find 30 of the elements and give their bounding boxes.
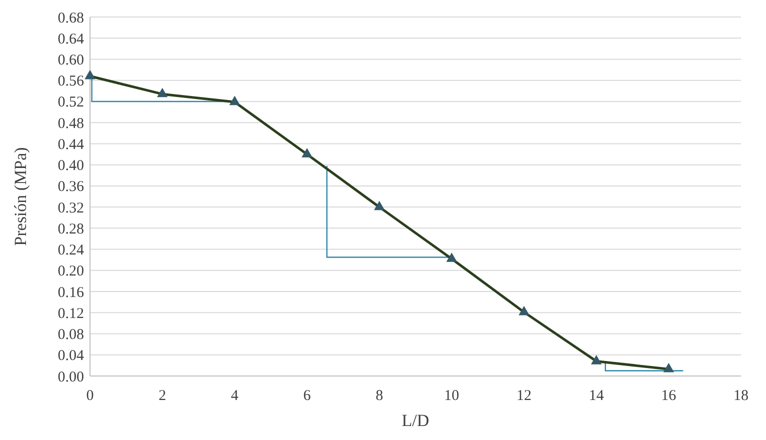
y-tick-label: 0.68 [58,10,84,26]
x-tick-label: 18 [734,388,748,404]
x-tick-label: 16 [661,388,677,404]
x-tick-label: 8 [376,388,384,404]
y-tick-label: 0.64 [58,31,84,48]
y-tick-label: 0.40 [58,158,84,174]
y-axis-title: Presión (MPa) [11,147,30,246]
y-tick-label: 0.56 [58,74,84,90]
x-tick-label: 12 [516,388,532,404]
x-tick-label: 2 [158,388,166,404]
y-tick-label: 0.04 [58,348,84,364]
x-tick-label: 6 [303,388,312,404]
y-tick-label: 0.20 [58,264,84,280]
x-axis-title: L/D [402,411,430,430]
y-tick-label: 0.00 [58,369,84,386]
y-tick-label: 0.48 [58,116,84,132]
y-tick-label: 0.28 [58,221,84,238]
y-tick-label: 0.32 [58,200,84,216]
y-tick-label: 0.16 [58,284,84,301]
x-tick-label: 14 [588,388,604,404]
y-tick-label: 0.08 [58,327,84,344]
y-tick-label: 0.52 [58,94,84,111]
y-tick-label: 0.60 [58,52,84,68]
y-tick-label: 0.36 [58,179,84,196]
y-tick-label: 0.44 [58,136,84,153]
x-tick-label: 10 [444,388,460,404]
x-tick-label: 0 [86,388,94,404]
y-tick-label: 0.24 [58,242,84,259]
x-tick-label: 4 [230,388,239,404]
y-tick-label: 0.12 [58,306,84,322]
